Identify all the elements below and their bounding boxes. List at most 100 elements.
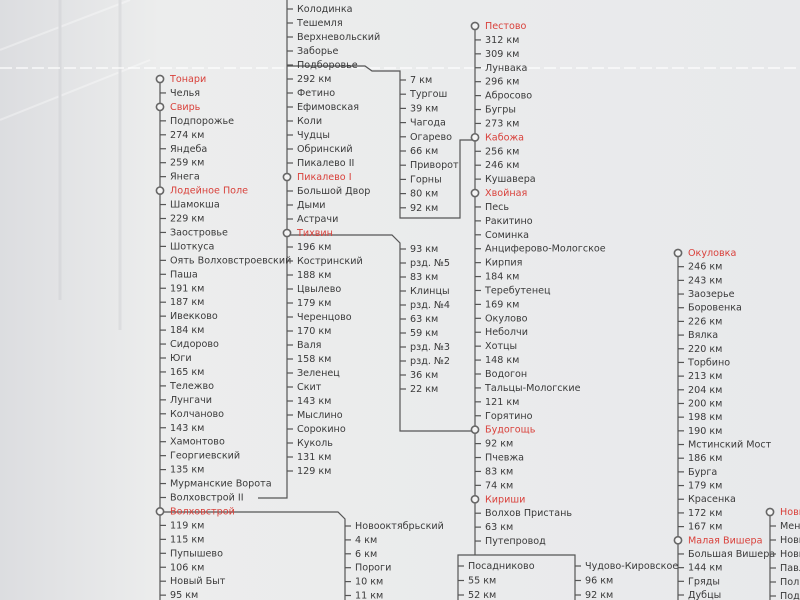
station-name: 10 км [355,577,383,588]
station-name: 312 км [485,35,519,46]
station-name: 131 км [297,452,331,463]
station-name: 63 км [485,522,513,533]
station-name: 204 км [688,385,722,396]
station-name: 172 км [688,508,722,519]
station-name: Георгиевский [170,451,240,462]
station-name: 273 км [485,118,519,129]
station-name: Тальцы-Мологские [484,383,581,394]
station-name: 11 км [355,591,383,600]
station-name: Красенка [688,494,736,505]
station-name: Коли [297,116,322,127]
station-name: Бурга [688,467,717,478]
route-line [457,554,576,600]
hub-station-name: Лодейное Поле [170,186,248,197]
station-name: 191 км [170,283,204,294]
station-name: 106 км [170,562,204,573]
station-name: Павл [780,563,800,574]
station-name: 148 км [485,355,519,366]
station-name: Боровенка [688,303,742,314]
station-name: рзд. №5 [410,258,450,269]
station-name: 179 км [688,481,722,492]
station-name: Большая Вишера [688,549,775,560]
station-marker [765,507,775,517]
station-name: Тешемля [296,18,343,29]
station-name: Под [780,591,800,600]
station-name: Новг [780,549,800,560]
station-marker [673,535,683,545]
station-name: Шамокша [170,200,220,211]
station-name: Чагода [410,118,446,129]
station-name: Дубцы [688,590,721,600]
station-name: 186 км [688,453,722,464]
station-name: Посадниково [468,561,535,572]
station-name: Ефимовская [297,102,359,113]
station-name: 246 км [688,262,722,273]
station-name: Вялка [688,330,718,341]
station-name: Анциферово-Мологское [485,244,606,255]
station-name: 83 км [485,466,513,477]
station-name: 165 км [170,367,204,378]
station-name: Куколь [297,438,333,449]
station-name: 184 км [485,272,519,283]
station-name: Торбино [687,357,730,368]
station-name: Заборье [297,46,339,57]
station-name: Верхневольский [297,32,380,43]
station-name: Соминка [485,230,529,241]
station-marker [282,228,292,238]
hub-station-name: Будогощь [485,425,536,436]
station-name: Дыми [297,200,326,211]
station-name: 246 км [485,160,519,171]
station-name: 39 км [410,103,438,114]
hub-station-name: Тихвин [296,228,333,239]
station-name: 170 км [297,326,331,337]
station-name: Абросово [485,91,532,102]
route-line [287,65,475,219]
station-name: Большой Двор [297,186,370,197]
hub-station-name: Малая Вишера [688,535,762,546]
station-name: Обринский [297,144,353,155]
station-name: Лунвака [485,63,527,74]
hub-station-name: Пикалево I [297,172,352,183]
station-name: Подпорожье [170,116,234,127]
station-name: рзд. №2 [410,356,450,367]
station-marker [673,248,683,258]
station-name: 200 км [688,398,722,409]
station-name: Пол [780,577,799,588]
hub-station-name: Кириши [485,494,525,505]
station-name: 229 км [170,214,204,225]
station-name: 187 км [170,297,204,308]
station-name: 92 км [410,203,438,214]
station-name: 296 км [485,77,519,88]
station-name: Сидорово [170,339,219,350]
station-name: 59 км [410,328,438,339]
station-name: 226 км [688,316,722,327]
station-name: Янега [170,172,200,183]
station-name: 259 км [170,158,204,169]
station-name: Шоткуса [170,241,214,252]
station-marker [155,507,165,516]
station-name: 55 км [468,576,496,587]
station-name: 96 км [585,576,613,587]
station-name: Тургош [409,89,447,100]
station-name: Черенцово [297,312,352,323]
station-name: 115 км [170,534,204,545]
station-name: 7 км [410,75,432,86]
station-name: Лунгачи [170,395,212,406]
station-name: 190 км [688,426,722,437]
station-name: Новг [780,535,800,546]
station-name: Горятино [485,411,533,422]
route-line [160,511,346,600]
station-marker [470,425,480,435]
station-name: 6 км [355,549,377,560]
station-name: 184 км [170,325,204,336]
station-name: 22 км [410,384,438,395]
station-name: Тележво [169,381,214,392]
station-name: Юги [170,353,192,364]
hub-station-name: Хвойная [485,188,527,199]
station-name: Колодинка [297,4,353,15]
window-reflection [0,0,151,330]
station-name: Пчевжа [485,453,524,464]
station-name: Волховстрой II [170,493,244,504]
station-name: Паша [170,269,198,280]
